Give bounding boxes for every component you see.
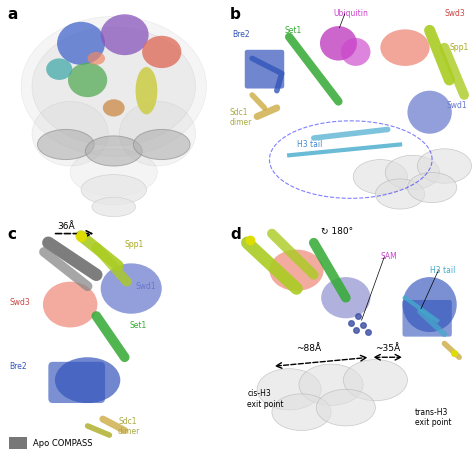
Text: a: a	[7, 7, 17, 22]
Ellipse shape	[142, 36, 182, 68]
Text: Set1: Set1	[129, 321, 146, 330]
Text: Spp1: Spp1	[125, 240, 144, 250]
Text: Apo COMPASS: Apo COMPASS	[33, 439, 92, 447]
Ellipse shape	[57, 22, 105, 65]
Text: Spp1: Spp1	[449, 44, 469, 52]
Text: ~35Å: ~35Å	[375, 344, 401, 353]
Ellipse shape	[100, 14, 149, 55]
Text: Swd3: Swd3	[9, 298, 30, 307]
Ellipse shape	[32, 102, 108, 166]
FancyBboxPatch shape	[9, 437, 27, 449]
Ellipse shape	[70, 149, 157, 196]
Text: Ubiquitin: Ubiquitin	[334, 9, 368, 18]
Text: Swd1: Swd1	[447, 102, 467, 110]
Text: 36Å: 36Å	[57, 222, 75, 231]
Ellipse shape	[408, 91, 452, 134]
FancyBboxPatch shape	[245, 50, 284, 88]
Ellipse shape	[85, 136, 142, 166]
Text: Swd3: Swd3	[445, 9, 465, 18]
Ellipse shape	[408, 173, 457, 202]
Text: cis-H3
exit point: cis-H3 exit point	[247, 389, 284, 409]
Ellipse shape	[133, 130, 190, 159]
Ellipse shape	[320, 26, 357, 60]
Text: d: d	[230, 227, 241, 242]
Text: H3 tail: H3 tail	[297, 140, 322, 149]
Ellipse shape	[81, 174, 146, 205]
FancyBboxPatch shape	[48, 362, 105, 403]
Text: Set1: Set1	[284, 26, 301, 35]
Ellipse shape	[68, 63, 107, 97]
Ellipse shape	[269, 250, 324, 291]
Text: b: b	[230, 7, 241, 22]
Ellipse shape	[402, 277, 457, 332]
Ellipse shape	[55, 357, 120, 403]
Ellipse shape	[100, 263, 162, 314]
Text: Sdc1
dimer: Sdc1 dimer	[118, 417, 140, 436]
Ellipse shape	[92, 197, 136, 217]
Ellipse shape	[417, 149, 472, 183]
Ellipse shape	[32, 27, 195, 146]
Text: Swd1: Swd1	[136, 282, 156, 291]
Text: SAM: SAM	[380, 252, 397, 261]
Ellipse shape	[88, 52, 105, 65]
Ellipse shape	[385, 155, 439, 190]
Ellipse shape	[37, 130, 94, 159]
Ellipse shape	[343, 360, 408, 401]
Text: H3 tail: H3 tail	[429, 266, 455, 275]
Ellipse shape	[299, 364, 363, 405]
Ellipse shape	[257, 369, 321, 410]
Text: Bre2: Bre2	[9, 362, 27, 371]
Ellipse shape	[119, 102, 195, 166]
Text: ↻ 180°: ↻ 180°	[321, 227, 353, 236]
Ellipse shape	[375, 179, 425, 209]
Ellipse shape	[103, 99, 125, 116]
Ellipse shape	[380, 29, 429, 66]
Ellipse shape	[353, 159, 408, 194]
Ellipse shape	[43, 282, 97, 327]
Text: Sdc1
dimer: Sdc1 dimer	[230, 108, 252, 127]
Text: ~88Å: ~88Å	[297, 344, 322, 353]
Ellipse shape	[316, 389, 375, 426]
Text: trans-H3
exit point: trans-H3 exit point	[415, 408, 451, 427]
Ellipse shape	[341, 38, 371, 66]
Ellipse shape	[272, 394, 331, 431]
Ellipse shape	[21, 16, 206, 156]
Text: c: c	[7, 227, 16, 242]
Ellipse shape	[321, 277, 371, 318]
Text: Bre2: Bre2	[232, 30, 250, 39]
Ellipse shape	[46, 59, 73, 80]
FancyBboxPatch shape	[402, 300, 452, 337]
Ellipse shape	[136, 67, 157, 114]
